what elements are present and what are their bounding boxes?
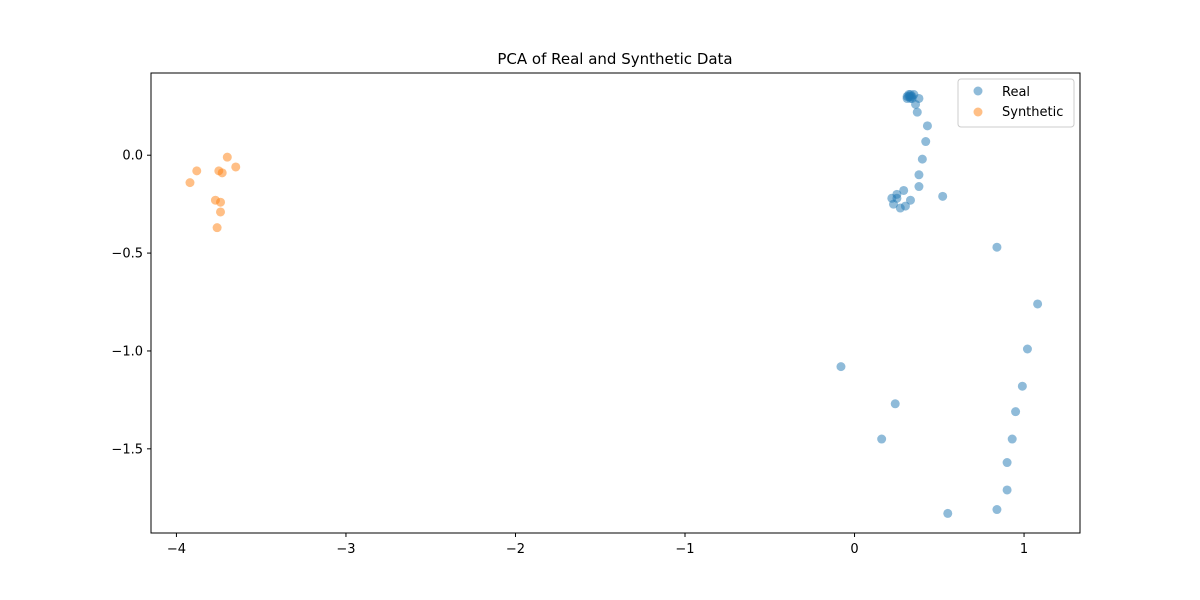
real-point — [922, 121, 932, 131]
real-point — [905, 90, 915, 100]
synthetic-point — [192, 166, 202, 176]
real-point — [914, 182, 924, 192]
synthetic-point — [231, 162, 241, 172]
y-tick-label: −0.5 — [111, 247, 143, 262]
synthetic-point — [217, 168, 227, 178]
x-tick-label: −2 — [506, 542, 525, 557]
synthetic-point — [212, 223, 222, 233]
legend: Real Synthetic — [957, 78, 1075, 128]
x-tick-label: −3 — [336, 542, 355, 557]
real-point — [1002, 458, 1012, 468]
x-axis: −4 −3 −2 −1 0 1 — [167, 533, 1028, 557]
chart-title: PCA of Real and Synthetic Data — [497, 50, 732, 68]
real-point — [889, 199, 899, 209]
synthetic-point — [216, 197, 226, 207]
real-point — [1033, 299, 1043, 309]
plot-frame — [150, 72, 1081, 534]
real-point — [1002, 485, 1012, 495]
x-tick-label: 1 — [1020, 542, 1028, 557]
real-point — [877, 434, 887, 444]
real-point — [914, 93, 924, 103]
real-point — [1017, 381, 1027, 391]
real-point — [1011, 407, 1021, 417]
x-tick-label: −1 — [675, 542, 694, 557]
y-tick-label: −1.5 — [111, 442, 143, 457]
real-point — [943, 508, 953, 518]
real-point — [992, 505, 1002, 515]
x-tick-label: −4 — [167, 542, 186, 557]
real-point — [917, 154, 927, 164]
real-point — [899, 185, 909, 195]
synthetic-point — [222, 152, 232, 162]
real-point — [836, 362, 846, 372]
y-axis: 0.0 −0.5 −1.0 −1.5 — [111, 149, 151, 457]
x-tick-label: 0 — [850, 542, 858, 557]
y-tick-label: 0.0 — [122, 149, 143, 164]
real-point — [890, 399, 900, 409]
legend-label-real: Real — [1002, 85, 1030, 100]
real-point — [912, 107, 922, 117]
synthetic-point — [216, 207, 226, 217]
real-point — [905, 195, 915, 205]
real-point — [938, 191, 948, 201]
points-layer — [185, 90, 1043, 518]
real-point — [921, 137, 931, 147]
legend-label-synthetic: Synthetic — [1002, 105, 1063, 120]
real-point — [992, 242, 1002, 252]
real-point — [1007, 434, 1017, 444]
legend-marker-real — [973, 86, 983, 96]
real-point — [1022, 344, 1032, 354]
synthetic-point — [185, 178, 195, 188]
real-point — [914, 170, 924, 180]
legend-marker-synthetic — [973, 107, 983, 117]
legend-frame — [957, 78, 1075, 128]
real-point — [900, 201, 910, 211]
y-tick-label: −1.0 — [111, 344, 143, 359]
